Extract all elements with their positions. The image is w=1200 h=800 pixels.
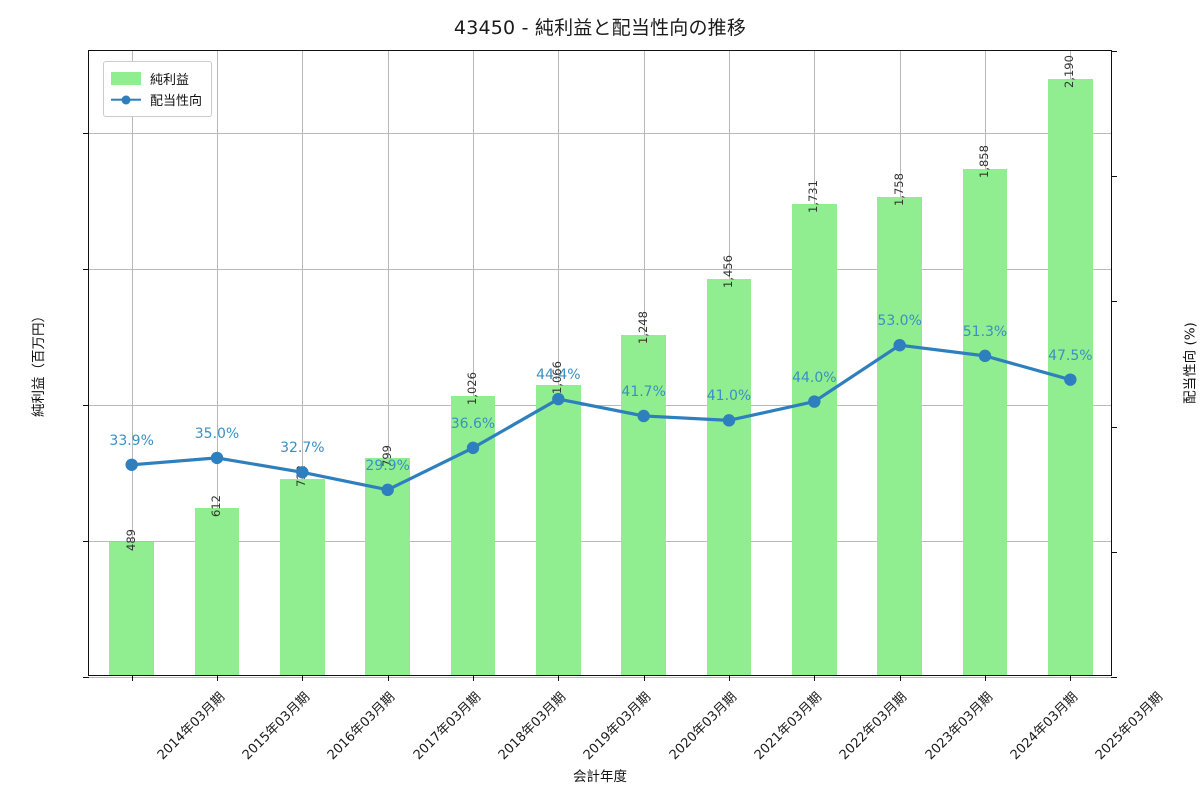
legend-line-swatch-icon [111,93,141,106]
x-axis-tickmark [729,675,730,681]
bar-value-label: 1,248 [635,311,650,345]
x-axis-tick-label: 2021年03月期 [751,689,826,764]
gridline-horizontal [89,132,1111,134]
bar-value-label: 1,026 [465,371,479,405]
x-axis-tick-label: 2015年03月期 [239,689,314,764]
legend-label-net-income: 純利益 [150,73,190,88]
line-series-layer [125,339,1077,497]
payout-ratio-value-label: 41.7% [621,383,666,400]
x-axis-tick-label: 2018年03月期 [495,689,570,764]
y-axis-right-title: 配当性向 (%) [1183,322,1199,404]
gridline-horizontal [89,404,1111,406]
bar-value-label: 1,858 [977,145,991,179]
x-axis-tick-label: 2025年03月期 [1093,689,1167,764]
x-axis-tick-label: 2023年03月期 [922,689,996,764]
bar [536,384,581,675]
x-axis-tickmark [643,675,645,681]
x-axis-tick-label: 2024年03月期 [1007,689,1082,764]
y-axis-right-tickmark [1111,426,1117,428]
y-axis-right-tickmark [1111,51,1117,52]
y-axis-right-tickmark [1111,551,1117,553]
y-axis-left-tickmark [83,540,89,542]
legend-item-payout-ratio[interactable]: 配当性向 [111,89,202,110]
x-axis-tickmark [473,675,474,681]
payout-ratio-value-label: 47.5% [1048,347,1093,364]
bar [962,169,1008,675]
y-axis-left-tickmark [83,677,89,678]
bar [194,508,240,675]
bar [1048,78,1093,675]
x-axis-tick-label: 2022年03月期 [837,689,911,764]
payout-ratio-value-label: 36.6% [450,415,496,432]
bar [365,457,410,675]
x-axis-tickmark [985,675,986,681]
y-axis-left-tickmark [83,404,89,406]
x-axis-tickmark [302,675,304,681]
gridline-horizontal [89,268,1111,270]
chart-legend: 純利益 配当性向 [103,61,213,117]
bar-value-label: 1,456 [721,254,735,288]
bar [280,478,325,675]
y-axis-right-tickmark [1111,176,1117,178]
payout-ratio-value-label: 41.0% [706,388,752,405]
payout-ratio-line [130,343,1072,492]
legend-item-net-income[interactable]: 純利益 [111,68,202,89]
bar [109,541,154,675]
bar [706,278,752,675]
payout-ratio-value-label: 33.9% [109,432,154,449]
x-axis-title: 会計年度 [573,769,627,785]
x-axis-tickmark [217,675,218,681]
y-axis-left-tickmark [83,268,89,270]
bar-value-label: 2,190 [1062,55,1077,88]
bar-value-label: 1,731 [806,179,821,213]
x-axis-tick-label: 2019年03月期 [581,689,655,764]
payout-ratio-value-label: 44.4% [536,367,581,384]
x-axis-tickmark [1070,675,1072,681]
x-axis-tick-label: 2020年03月期 [666,689,740,764]
x-axis-tickmark [131,675,133,681]
x-axis-tick-label: 2017年03月期 [410,689,484,764]
bar [877,196,922,675]
bar-value-label: 612 [209,495,223,518]
x-axis-tickmark [899,675,901,681]
y-axis-right-tickmark [1111,301,1117,303]
bar [792,203,837,675]
x-axis-tick-label: 2014年03月期 [154,689,228,764]
gridline-horizontal [89,540,1111,542]
gridline-horizontal [89,677,1111,678]
bar-value-label: 489 [123,528,138,551]
x-axis-tickmark [814,675,816,681]
chart-title: 43450 - 純利益と配当性向の推移 [453,17,747,39]
bar-value-label: 722 [294,465,309,488]
y-axis-left-tickmark [83,132,89,134]
bar [450,395,496,675]
payout-ratio-value-label: 44.0% [792,369,837,386]
payout-ratio-value-label: 29.9% [365,457,410,474]
plot-area: 489 612 722 799 1,026 1,066 1,248 1,456 1,731 1,7… [31,50,1199,763]
payout-ratio-value-label: 32.7% [280,440,325,457]
legend-label-payout-ratio: 配当性向 [150,94,203,109]
payout-ratio-value-label: 53.0% [877,313,922,330]
payout-ratio-value-label: 35.0% [194,425,240,442]
y-axis-right-tickmark [1111,677,1117,678]
x-axis-tick-label: 2016年03月期 [325,689,399,764]
payout-ratio-value-label: 51.3% [962,323,1008,340]
x-axis-tickmark [558,675,560,681]
x-axis-tickmark [387,675,389,681]
bar-value-label: 1,758 [891,172,906,206]
y-axis-left-title: 純利益（百万円） [31,309,47,417]
legend-bar-swatch-icon [111,72,141,85]
